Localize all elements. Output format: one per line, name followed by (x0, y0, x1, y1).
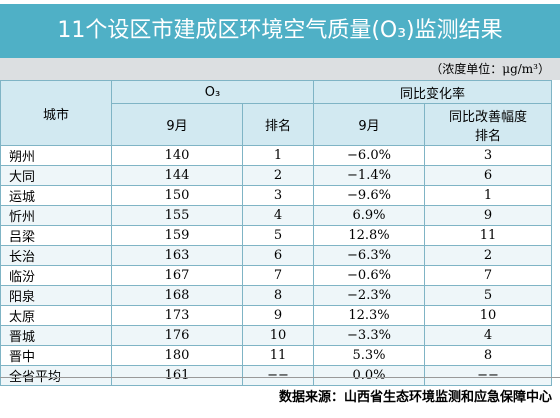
cell: 2 (242, 165, 314, 186)
cell: −9.6% (313, 185, 425, 206)
cell: 忻州 (0, 205, 112, 226)
cell: 晋城 (0, 325, 112, 346)
cell: 阳泉 (0, 285, 112, 306)
cell: 晋中 (0, 345, 112, 366)
cell: 5 (242, 225, 314, 246)
col-header: 9月 (111, 103, 243, 146)
cell: 运城 (0, 185, 112, 206)
cell: 9 (242, 305, 314, 326)
cell: −3.3% (313, 325, 425, 346)
cell: 太原 (0, 305, 112, 326)
row: 全省平均 161 −− 0.0% −− (0, 365, 552, 386)
cell: 朔州 (0, 145, 112, 166)
cell: 3 (424, 145, 552, 166)
row: 忻州 155 4 6.9% 9 (0, 205, 552, 226)
cell: 8 (424, 345, 552, 366)
col-header: 9月 (313, 103, 425, 146)
title: 11个设区市建成区环境空气质量(O₃)监测结果 (0, 4, 560, 58)
cell: 7 (242, 265, 314, 286)
col-header: 排名 (242, 103, 314, 146)
row: 大同 144 2 −1.4% 6 (0, 165, 552, 186)
row: 太原 173 9 12.3% 10 (0, 305, 552, 326)
cell: 2 (424, 245, 552, 266)
cell: −1.4% (313, 165, 425, 186)
cell: −6.0% (313, 145, 425, 166)
cell: −2.3% (313, 285, 425, 306)
cell: 6 (242, 245, 314, 266)
row: 晋城 176 10 −3.3% 4 (0, 325, 552, 346)
cell: −0.6% (313, 265, 425, 286)
table: 城市 O₃ 同比变化率 9月 排名 9月 同比改善幅度排名 朔州 140 1 −6.0… (0, 80, 552, 386)
cell: 161 (111, 365, 243, 386)
cell: 3 (242, 185, 314, 206)
cell: 12.8% (313, 225, 425, 246)
row: 长治 163 6 −6.3% 2 (0, 245, 552, 266)
cell: 5 (424, 285, 552, 306)
cell: 168 (111, 285, 243, 306)
cell: 1 (242, 145, 314, 166)
cell: 全省平均 (0, 365, 112, 386)
cell: 1 (424, 185, 552, 206)
cell: 吕梁 (0, 225, 112, 246)
cell: 180 (111, 345, 243, 366)
cell: −6.3% (313, 245, 425, 266)
cell: 4 (242, 205, 314, 226)
cell: 159 (111, 225, 243, 246)
row: 朔州 140 1 −6.0% 3 (0, 145, 552, 166)
cell: 11 (424, 225, 552, 246)
row: 晋中 180 11 5.3% 8 (0, 345, 552, 366)
cell: 140 (111, 145, 243, 166)
col-header: O₃ (111, 80, 314, 104)
cell: 4 (424, 325, 552, 346)
cell: 163 (111, 245, 243, 266)
col-header: 城市 (0, 80, 112, 146)
row: 临汾 167 7 −0.6% 7 (0, 265, 552, 286)
cell: −− (242, 365, 314, 386)
cell: 9 (424, 205, 552, 226)
table-body: 朔州 140 1 −6.0% 3 大同 144 2 −1.4% 6 运城 150 3 −9.6% 1 忻州 15… (0, 145, 552, 386)
row: 阳泉 168 8 −2.3% 5 (0, 285, 552, 306)
row: 吕梁 159 5 12.8% 11 (0, 225, 552, 246)
cell: 6 (424, 165, 552, 186)
cell: 167 (111, 265, 243, 286)
cell: 155 (111, 205, 243, 226)
cell: 5.3% (313, 345, 425, 366)
cell: −− (424, 365, 552, 386)
col-header: 同比变化率 (313, 80, 552, 104)
cell: 11 (242, 345, 314, 366)
unit: （浓度单位：μg/m³） (0, 58, 560, 80)
cell: 150 (111, 185, 243, 206)
row: 运城 150 3 −9.6% 1 (0, 185, 552, 206)
col-header: 同比改善幅度排名 (424, 103, 552, 146)
cell: 7 (424, 265, 552, 286)
cell: 0.0% (313, 365, 425, 386)
cell: 176 (111, 325, 243, 346)
cell: 长治 (0, 245, 112, 266)
cell: 8 (242, 285, 314, 306)
cell: 10 (242, 325, 314, 346)
cell: 10 (424, 305, 552, 326)
cell: 12.3% (313, 305, 425, 326)
cell: 6.9% (313, 205, 425, 226)
cell: 临汾 (0, 265, 112, 286)
cell: 173 (111, 305, 243, 326)
cell: 大同 (0, 165, 112, 186)
divider (0, 377, 560, 378)
source: 数据来源：山西省生态环境监测和应急保障中心 (278, 390, 552, 405)
cell: 144 (111, 165, 243, 186)
